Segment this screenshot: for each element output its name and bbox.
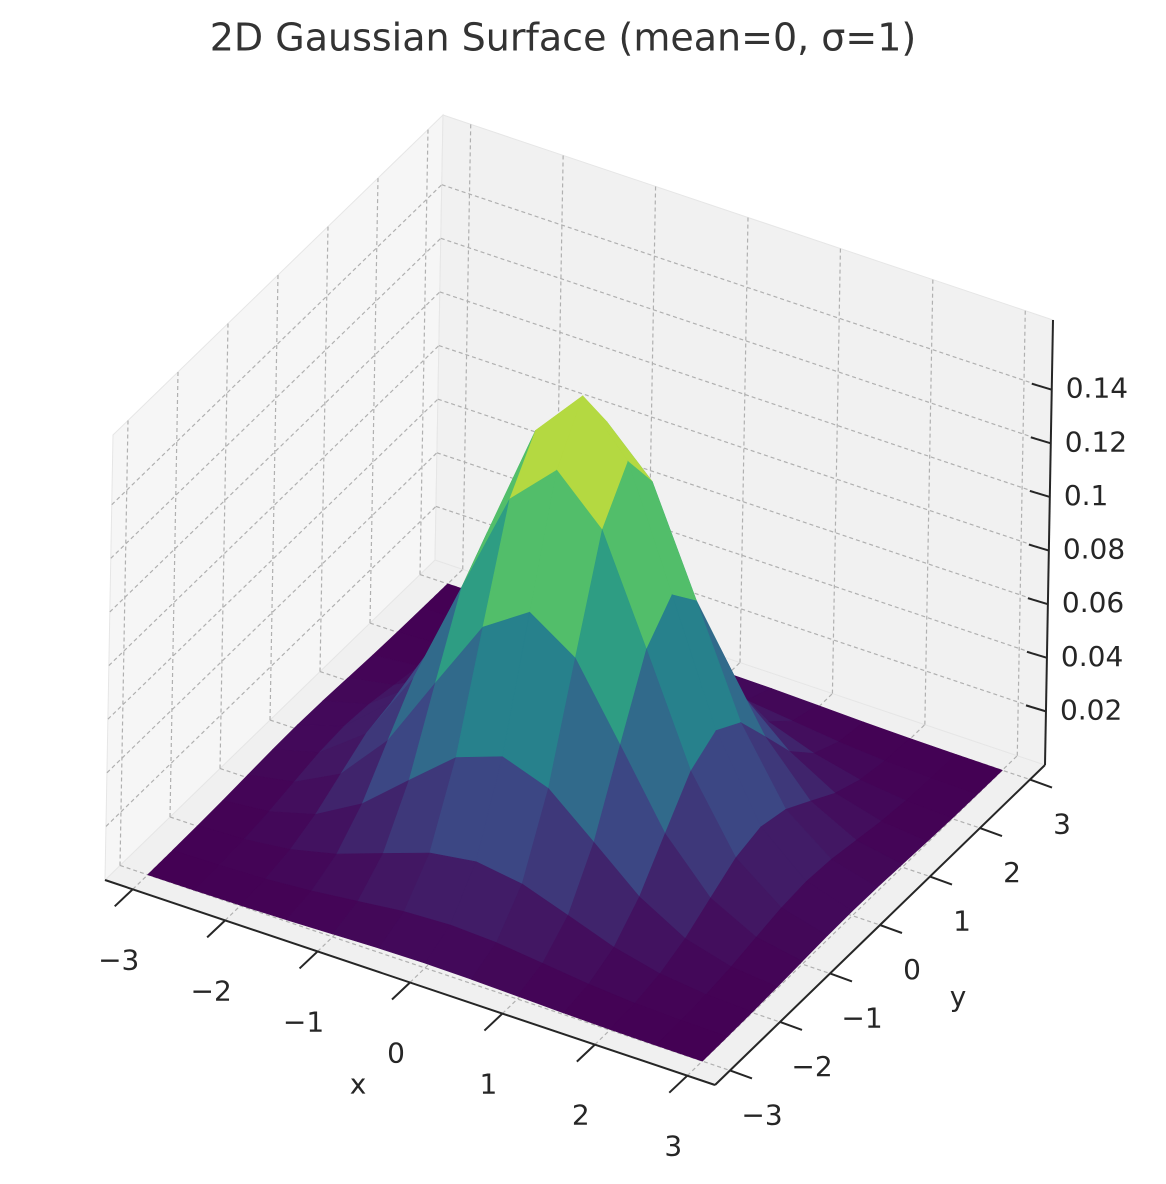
y-tick	[779, 1021, 803, 1031]
x-tick-label: −1	[283, 1005, 324, 1038]
y-tick-label: −1	[841, 1001, 882, 1034]
x-tick-label: 1	[480, 1068, 498, 1101]
x-tick	[391, 981, 411, 1001]
z-tick-label: 0.12	[1065, 425, 1127, 458]
x-tick	[483, 1012, 504, 1032]
y-tick	[929, 875, 953, 886]
z-tick	[1027, 597, 1049, 606]
y-tick-label: −2	[791, 1050, 832, 1083]
z-tick-label: 0.06	[1062, 586, 1124, 619]
y-tick	[729, 1069, 753, 1080]
y-tick	[829, 972, 853, 983]
grid-line	[119, 864, 731, 1072]
y-tick-label: −3	[741, 1098, 782, 1131]
chart-title: 2D Gaussian Surface (mean=0, σ=1)	[210, 16, 916, 60]
x-tick	[114, 888, 134, 908]
z-tick	[1031, 382, 1053, 391]
x-tick	[668, 1074, 688, 1094]
z-tick	[1026, 650, 1048, 659]
y-tick-label: 3	[1053, 808, 1071, 841]
z-tick-label: 0.04	[1061, 640, 1123, 673]
z-tick	[1025, 704, 1047, 713]
y-tick	[1029, 778, 1053, 789]
y-tick-label: 2	[1003, 856, 1021, 889]
x-tick-label: −3	[98, 943, 139, 976]
grid-line	[439, 291, 1051, 498]
y-tick-label: 0	[903, 953, 921, 986]
x-tick-label: 2	[572, 1099, 590, 1132]
x-tick-label: −2	[191, 974, 232, 1007]
z-tick-label: 0.08	[1063, 533, 1125, 566]
z-tick	[1029, 489, 1051, 498]
x-tick	[298, 950, 319, 970]
x-tick	[206, 919, 226, 939]
grid-line	[438, 344, 1050, 552]
z-tick-label: 0.14	[1066, 372, 1128, 405]
grid-line	[441, 184, 1052, 391]
y-tick	[979, 827, 1003, 837]
x-tick	[576, 1043, 596, 1063]
x-tick-label: 3	[664, 1130, 682, 1163]
x-axis-label: x	[350, 1068, 367, 1101]
y-tick	[879, 924, 903, 934]
z-tick	[1030, 436, 1052, 445]
z-tick-label: 0.02	[1060, 693, 1122, 726]
y-tick-label: 1	[953, 905, 971, 938]
y-axis-label: y	[950, 980, 967, 1013]
x-tick-label: 0	[387, 1037, 405, 1070]
axis-line	[1044, 319, 1054, 766]
z-tick-label: 0.1	[1064, 479, 1109, 512]
z-tick	[1028, 543, 1050, 552]
surface-patch	[655, 1020, 728, 1062]
grid-line	[440, 237, 1051, 444]
